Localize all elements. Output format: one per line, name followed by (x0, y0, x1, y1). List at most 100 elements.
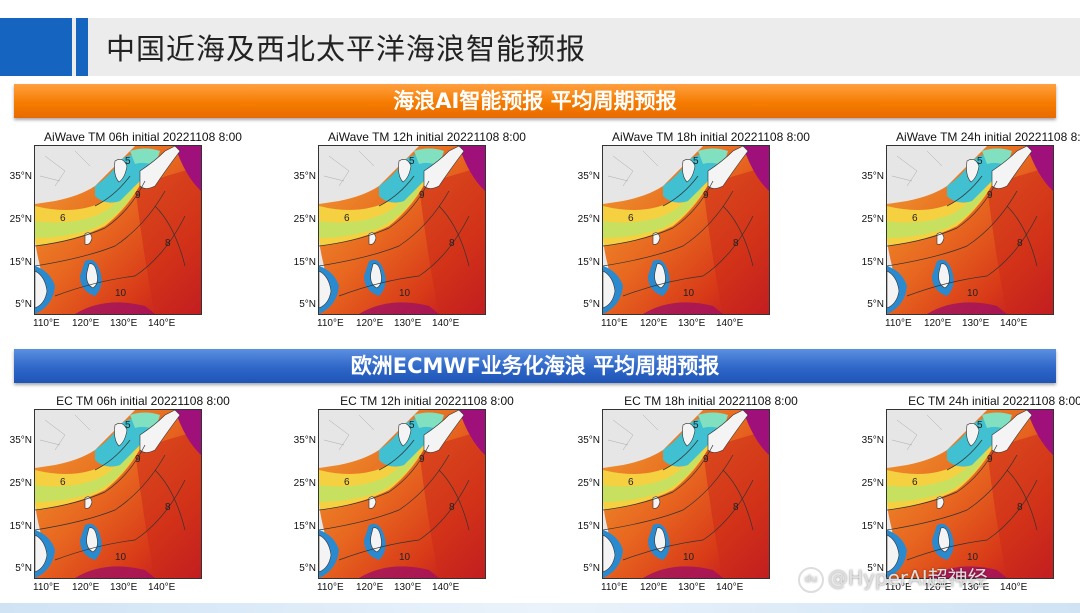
lon-tick-label: 140°E (148, 582, 176, 593)
svg-text:10: 10 (399, 552, 411, 563)
lon-tick-label: 130°E (678, 582, 706, 593)
lon-tick-label: 110°E (885, 582, 912, 593)
lon-tick-label: 140°E (148, 318, 176, 329)
lon-tick-label: 120°E (924, 582, 952, 593)
svg-text:5: 5 (125, 420, 131, 431)
wave-period-map: 9 8 10 6 5 (34, 145, 202, 315)
panel-title: EC TM 06h initial 20221108 8:00 (56, 394, 230, 408)
lon-tick-label: 120°E (924, 318, 952, 329)
svg-text:5: 5 (693, 420, 699, 431)
map-svg: 9 8 10 6 5 (319, 410, 485, 578)
lat-tick-label: 35°N (9, 171, 32, 182)
svg-text:8: 8 (1017, 238, 1023, 249)
panel-title: EC TM 18h initial 20221108 8:00 (624, 394, 798, 408)
lon-tick-label: 110°E (601, 582, 628, 593)
ec-panel-4: EC TM 24h initial 20221108 8:00 (860, 394, 1080, 594)
ec-panel-2: EC TM 12h initial 20221108 8:00 (292, 394, 562, 594)
lon-tick-label: 120°E (356, 318, 384, 329)
panel-title: AiWave TM 18h initial 20221108 8:00 (612, 130, 810, 144)
svg-text:6: 6 (60, 213, 66, 224)
panel-title: EC TM 12h initial 20221108 8:00 (340, 394, 514, 408)
lon-tick-label: 130°E (394, 582, 422, 593)
wave-period-map: 9 8 10 6 5 (886, 145, 1054, 315)
lon-tick-label: 140°E (432, 582, 460, 593)
svg-text:9: 9 (703, 454, 709, 465)
svg-text:9: 9 (135, 454, 141, 465)
svg-text:8: 8 (165, 502, 171, 513)
lon-tick-label: 120°E (640, 582, 668, 593)
map-svg: 9 8 10 6 5 (35, 410, 201, 578)
svg-text:10: 10 (115, 288, 127, 299)
lat-tick-label: 15°N (293, 521, 316, 532)
watermark: du @HyperAI超神经 (798, 562, 988, 593)
lon-tick-label: 130°E (110, 582, 138, 593)
lon-tick-label: 120°E (640, 318, 668, 329)
title-accent-block (0, 18, 72, 76)
svg-text:6: 6 (912, 477, 918, 488)
svg-text:8: 8 (733, 502, 739, 513)
lat-tick-label: 25°N (861, 214, 884, 225)
lon-tick-label: 130°E (962, 582, 990, 593)
lon-tick-label: 140°E (432, 318, 460, 329)
panel-title: AiWave TM 06h initial 20221108 8:00 (44, 130, 242, 144)
svg-text:6: 6 (344, 477, 350, 488)
lon-tick-label: 140°E (1000, 582, 1028, 593)
lon-tick-label: 120°E (72, 318, 100, 329)
wave-period-map: 9 8 10 6 5 (318, 409, 486, 579)
map-svg: 9 8 10 6 5 (887, 146, 1053, 314)
svg-text:9: 9 (419, 190, 425, 201)
lat-tick-label: 15°N (861, 521, 884, 532)
baidu-paw-icon: du (798, 566, 824, 593)
svg-text:8: 8 (165, 238, 171, 249)
svg-text:8: 8 (1017, 502, 1023, 513)
lon-tick-label: 140°E (716, 582, 744, 593)
lat-tick-label: 5°N (299, 563, 316, 574)
lat-tick-label: 35°N (861, 171, 884, 182)
lat-tick-label: 25°N (9, 214, 32, 225)
svg-text:5: 5 (977, 420, 983, 431)
lat-tick-label: 5°N (15, 299, 32, 310)
wave-period-map: 9 8 10 6 5 (318, 145, 486, 315)
svg-text:9: 9 (987, 190, 993, 201)
lat-tick-label: 25°N (293, 214, 316, 225)
svg-text:9: 9 (135, 190, 141, 201)
lat-tick-label: 25°N (577, 214, 600, 225)
svg-text:10: 10 (967, 552, 979, 563)
lat-tick-label: 35°N (861, 435, 884, 446)
svg-text:6: 6 (344, 213, 350, 224)
title-bar: 中国近海及西北太平洋海浪智能预报 (0, 18, 1080, 76)
ec-panel-3: EC TM 18h initial 20221108 8:00 (576, 394, 846, 594)
lon-tick-label: 110°E (33, 318, 60, 329)
lon-tick-label: 130°E (394, 318, 422, 329)
lon-tick-label: 120°E (72, 582, 100, 593)
panel-title: AiWave TM 24h initial 20221108 8:00 (896, 130, 1080, 144)
ai-panel-4: AiWave TM 24h initial 20221108 8:00 (860, 130, 1080, 330)
lon-tick-label: 110°E (317, 582, 344, 593)
svg-text:6: 6 (628, 213, 634, 224)
map-svg: 9 8 10 6 5 (35, 146, 201, 314)
panel-title: EC TM 24h initial 20221108 8:00 (908, 394, 1080, 408)
lat-tick-label: 25°N (293, 478, 316, 489)
lat-tick-label: 35°N (577, 435, 600, 446)
lat-tick-label: 35°N (293, 171, 316, 182)
svg-text:9: 9 (987, 454, 993, 465)
lon-tick-label: 140°E (716, 318, 744, 329)
wave-period-map: 9 8 10 6 5 (602, 409, 770, 579)
watermark-text: @HyperAI超神经 (828, 566, 988, 590)
lon-tick-label: 130°E (678, 318, 706, 329)
lon-tick-label: 130°E (110, 318, 138, 329)
lon-tick-label: 120°E (356, 582, 384, 593)
lat-tick-label: 5°N (15, 563, 32, 574)
lat-tick-label: 35°N (9, 435, 32, 446)
footer-strip (0, 603, 1080, 613)
svg-text:10: 10 (683, 552, 695, 563)
svg-text:10: 10 (967, 288, 979, 299)
svg-text:5: 5 (125, 156, 131, 167)
lat-tick-label: 25°N (861, 478, 884, 489)
svg-text:5: 5 (409, 420, 415, 431)
lat-tick-label: 15°N (9, 521, 32, 532)
lat-tick-label: 15°N (861, 257, 884, 268)
lat-tick-label: 15°N (9, 257, 32, 268)
ai-panel-1: AiWave TM 06h initial 20221108 8:00 (8, 130, 278, 330)
wave-period-map: 9 8 10 6 5 (886, 409, 1054, 579)
